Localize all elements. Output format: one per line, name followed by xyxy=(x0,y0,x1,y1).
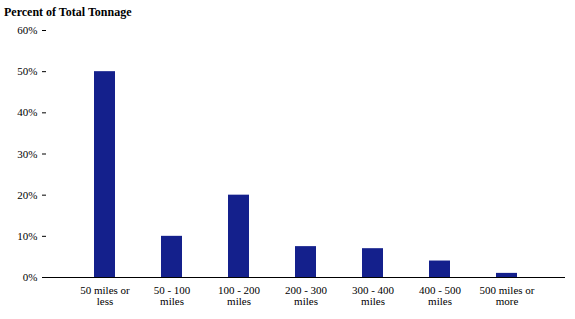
svg-text:50%: 50% xyxy=(17,65,37,77)
html-text:Percent of Total Tonnage: Percent of Total Tonnage xyxy=(4,5,132,19)
svg-text:0%: 0% xyxy=(23,271,38,283)
svg-text:100 - 200miles: 100 - 200miles xyxy=(218,284,261,307)
svg-text:400 - 500miles: 400 - 500miles xyxy=(419,284,462,307)
svg-text:60%: 60% xyxy=(17,24,37,36)
svg-text:40%: 40% xyxy=(17,106,37,118)
svg-text:50 miles orless: 50 miles orless xyxy=(80,284,130,307)
svg-text:10%: 10% xyxy=(17,230,37,242)
svg-text:300 - 400miles: 300 - 400miles xyxy=(352,284,395,307)
svg-text:500 miles ormore: 500 miles ormore xyxy=(480,284,535,307)
svg-text:200 - 300miles: 200 - 300miles xyxy=(285,284,328,307)
svg-text:30%: 30% xyxy=(17,148,37,160)
svg-text:50 - 100miles: 50 - 100miles xyxy=(154,284,191,307)
svg-text:20%: 20% xyxy=(17,189,37,201)
